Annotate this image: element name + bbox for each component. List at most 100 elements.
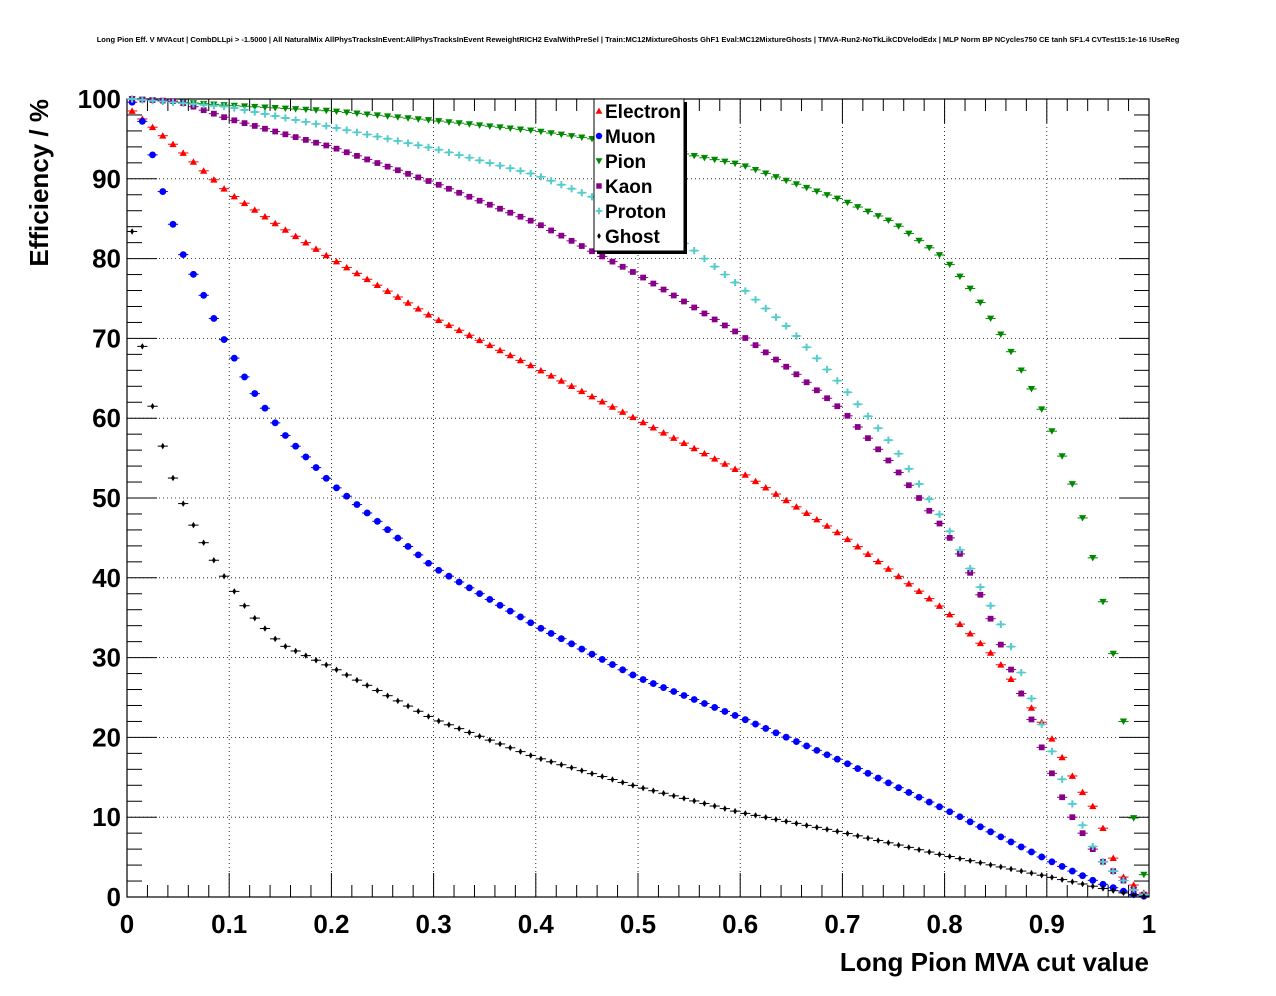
data-point-electron	[884, 565, 892, 572]
x-tick-label: 0.5	[620, 909, 656, 939]
data-point-kaon	[936, 520, 943, 527]
data-point-muon	[373, 517, 381, 525]
data-point-muon	[251, 390, 259, 398]
data-point-electron	[946, 610, 954, 618]
data-point-muon	[752, 720, 759, 728]
data-point-pion	[864, 208, 872, 216]
data-point-ghost	[722, 805, 727, 812]
data-point-pion	[1017, 367, 1025, 374]
data-point-pion	[792, 181, 801, 188]
data-point-muon	[680, 692, 688, 699]
data-point-muon	[159, 188, 167, 195]
data-point-ghost	[814, 824, 819, 831]
data-point-ghost	[1090, 882, 1095, 890]
data-point-muon	[701, 700, 708, 707]
data-point-ghost	[906, 844, 911, 851]
data-point-ghost	[1101, 885, 1105, 892]
data-point-kaon	[282, 131, 289, 138]
x-tick-label: 0.6	[722, 909, 758, 939]
data-point-kaon	[1079, 830, 1086, 837]
data-point-proton	[721, 270, 729, 279]
data-point-kaon	[721, 322, 728, 329]
data-point-pion	[823, 192, 831, 199]
data-point-kaon	[415, 174, 422, 181]
data-point-proton	[261, 110, 269, 118]
data-point-proton	[189, 100, 198, 108]
y-tick-label: 60	[92, 403, 121, 433]
data-point-kaon	[374, 160, 381, 166]
data-point-ghost	[538, 755, 543, 763]
data-point-ghost	[232, 588, 237, 595]
data-point-kaon	[650, 280, 657, 287]
data-point-muon	[833, 755, 841, 763]
data-point-ghost	[988, 861, 993, 869]
data-point-electron	[598, 398, 606, 405]
data-point-muon	[210, 315, 218, 322]
data-point-kaon	[333, 145, 340, 152]
data-point-electron	[813, 515, 821, 523]
data-point-muon	[138, 117, 146, 125]
data-point-ghost	[1029, 869, 1034, 877]
data-point-muon	[690, 696, 698, 703]
data-point-proton	[854, 400, 862, 408]
data-point-ghost	[794, 820, 799, 827]
data-point-proton	[1109, 867, 1117, 875]
data-point-electron	[1027, 704, 1036, 711]
data-point-ghost	[1070, 878, 1075, 886]
data-point-muon	[649, 680, 657, 687]
data-point-kaon	[630, 269, 636, 275]
data-point-ghost	[273, 635, 278, 643]
data-point-proton	[1027, 694, 1036, 703]
data-point-electron	[343, 263, 351, 271]
data-point-kaon	[364, 156, 371, 163]
data-point-kaon	[834, 403, 841, 410]
data-point-electron	[527, 361, 535, 369]
data-point-kaon	[783, 363, 790, 370]
data-point-electron	[506, 351, 514, 359]
data-point-ghost	[467, 729, 472, 736]
data-point-pion	[435, 118, 443, 125]
y-tick-label: 0	[107, 882, 121, 912]
data-point-electron	[711, 455, 719, 462]
data-point-electron	[251, 206, 259, 213]
data-point-proton	[823, 365, 831, 374]
data-point-ghost	[477, 733, 482, 740]
data-point-pion	[1089, 554, 1097, 562]
data-point-kaon	[1018, 690, 1025, 697]
data-point-kaon	[967, 569, 974, 576]
data-point-electron	[792, 503, 801, 510]
legend-marker-muon	[595, 132, 603, 140]
data-point-pion	[1109, 650, 1117, 658]
data-point-pion	[302, 106, 310, 114]
data-point-ghost	[1080, 880, 1085, 888]
data-point-muon	[557, 635, 565, 643]
data-point-kaon	[752, 342, 759, 349]
data-point-kaon	[926, 507, 933, 514]
data-point-electron	[516, 356, 525, 364]
data-point-muon	[854, 765, 862, 772]
data-point-ghost	[293, 647, 298, 655]
data-point-ghost	[498, 740, 503, 748]
data-point-electron	[956, 620, 964, 627]
data-point-pion	[486, 123, 494, 130]
x-tick-label: 0	[120, 909, 134, 939]
data-point-kaon	[854, 424, 861, 430]
data-point-ghost	[855, 832, 860, 840]
y-tick-label: 70	[92, 323, 121, 353]
data-point-ghost	[917, 846, 922, 853]
data-point-electron	[976, 639, 984, 647]
data-point-ghost	[763, 814, 768, 821]
data-point-ghost	[968, 857, 973, 864]
data-point-kaon	[701, 310, 708, 317]
data-point-ghost	[508, 744, 513, 752]
data-point-ghost	[641, 784, 646, 792]
data-point-proton	[956, 546, 964, 554]
data-point-electron	[373, 281, 381, 289]
data-point-electron	[271, 219, 279, 227]
data-point-muon	[1048, 858, 1056, 866]
data-point-ghost	[651, 787, 656, 794]
data-point-ghost	[211, 557, 216, 564]
data-point-electron	[1089, 802, 1097, 810]
data-point-muon	[292, 442, 300, 450]
